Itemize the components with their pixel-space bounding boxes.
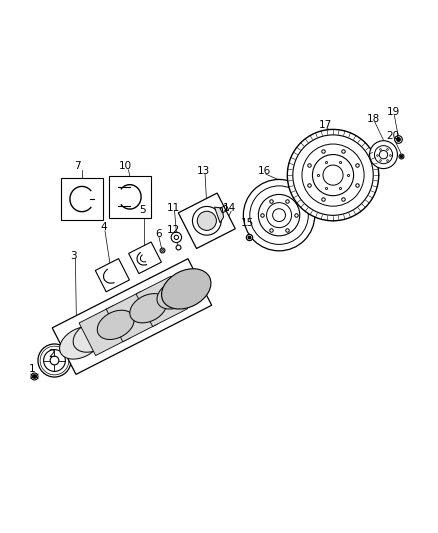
Circle shape <box>312 155 353 196</box>
Ellipse shape <box>97 310 134 340</box>
Circle shape <box>302 144 364 206</box>
Text: 4: 4 <box>100 222 107 232</box>
Circle shape <box>171 232 182 243</box>
Circle shape <box>38 344 71 377</box>
Circle shape <box>50 356 59 365</box>
Ellipse shape <box>60 327 101 359</box>
Bar <box>109 176 151 218</box>
Text: 16: 16 <box>258 166 271 176</box>
Text: 15: 15 <box>240 218 254 228</box>
Text: 6: 6 <box>155 229 161 239</box>
Circle shape <box>244 180 315 251</box>
Text: 5: 5 <box>140 205 146 215</box>
Circle shape <box>323 165 343 185</box>
Text: 10: 10 <box>119 161 132 172</box>
Circle shape <box>379 150 388 159</box>
Circle shape <box>44 350 65 372</box>
Polygon shape <box>215 207 223 223</box>
Circle shape <box>293 135 373 215</box>
Ellipse shape <box>162 269 211 309</box>
Ellipse shape <box>73 320 115 352</box>
Text: 2: 2 <box>48 349 55 359</box>
Polygon shape <box>72 337 81 344</box>
Text: 13: 13 <box>197 166 210 176</box>
Ellipse shape <box>130 294 167 323</box>
Text: 18: 18 <box>367 114 380 124</box>
Text: 19: 19 <box>386 107 400 117</box>
Polygon shape <box>136 276 187 327</box>
Circle shape <box>267 203 292 228</box>
Text: 17: 17 <box>319 120 332 130</box>
Text: 3: 3 <box>70 251 77 261</box>
Polygon shape <box>129 242 161 273</box>
Polygon shape <box>52 259 212 374</box>
Text: 7: 7 <box>74 161 81 172</box>
Text: 11: 11 <box>167 203 180 213</box>
Circle shape <box>287 130 379 221</box>
Text: 1: 1 <box>28 364 35 374</box>
Circle shape <box>174 235 179 239</box>
Circle shape <box>272 209 286 222</box>
Polygon shape <box>95 259 130 292</box>
Circle shape <box>374 146 392 164</box>
Polygon shape <box>106 292 158 342</box>
Text: 14: 14 <box>223 203 237 213</box>
Circle shape <box>258 195 300 236</box>
Polygon shape <box>178 193 235 248</box>
Bar <box>61 178 103 220</box>
Polygon shape <box>79 305 131 356</box>
Ellipse shape <box>157 280 194 309</box>
Circle shape <box>370 141 397 168</box>
Text: 20: 20 <box>386 131 399 141</box>
Text: 12: 12 <box>167 224 180 235</box>
Circle shape <box>250 186 308 245</box>
Circle shape <box>197 211 216 230</box>
